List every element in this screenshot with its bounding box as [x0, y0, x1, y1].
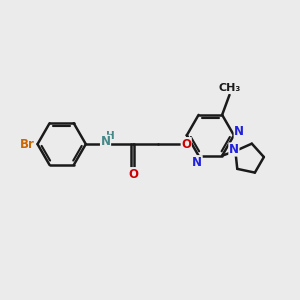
- Text: CH₃: CH₃: [219, 83, 241, 93]
- Text: O: O: [128, 168, 138, 181]
- Text: Br: Br: [20, 138, 35, 151]
- Text: N: N: [234, 125, 244, 138]
- Text: O: O: [181, 138, 191, 151]
- Text: N: N: [229, 143, 239, 156]
- Text: N: N: [100, 135, 110, 148]
- Text: N: N: [192, 156, 202, 169]
- Text: H: H: [106, 131, 115, 141]
